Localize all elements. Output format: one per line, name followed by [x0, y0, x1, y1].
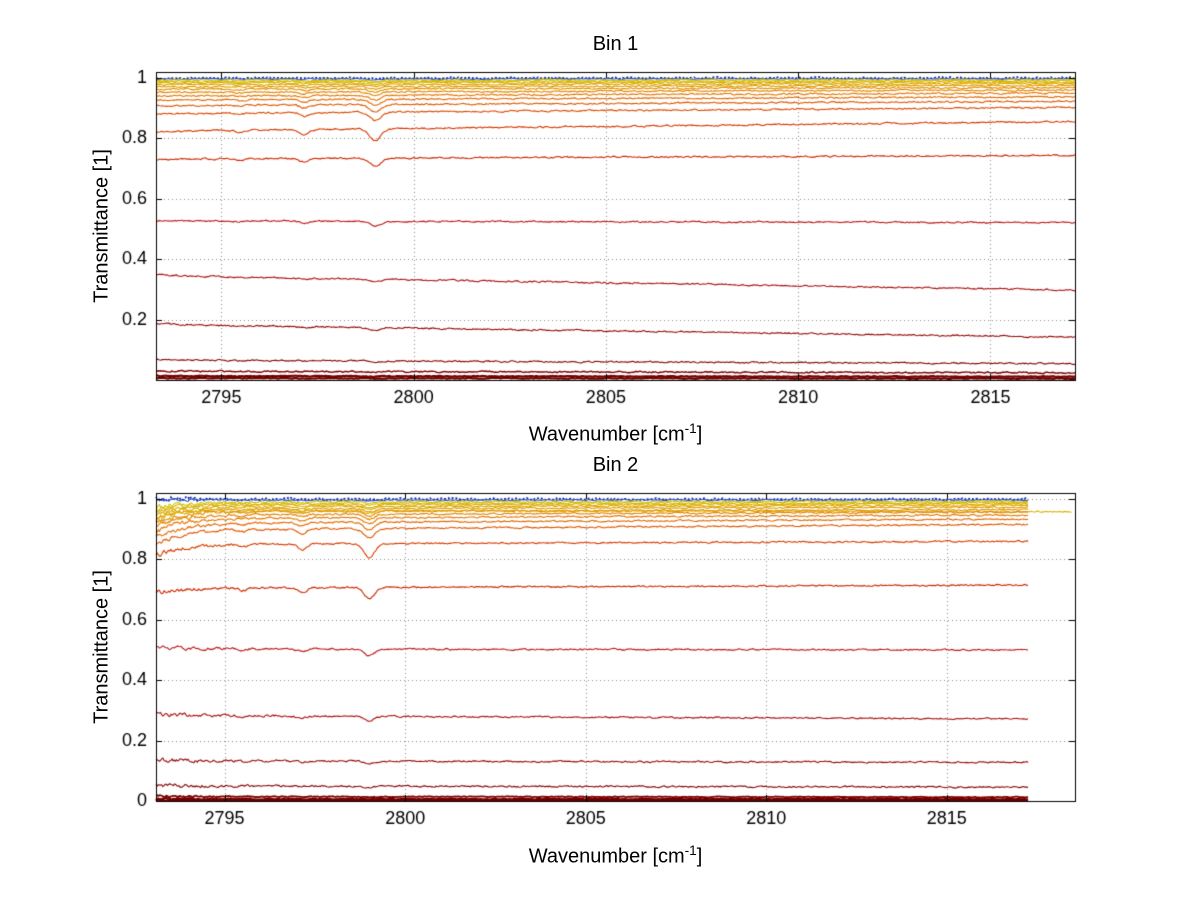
bin1-x-axis-label-main: Wavenumber [cm — [528, 423, 685, 446]
bin1-x-axis-label-sup: -1 — [684, 421, 697, 436]
bin1-plot-title: Bin 1 — [592, 33, 639, 55]
bin1-x-axis-label: Wavenumber [cm-1] — [156, 421, 1075, 447]
bin2-y-axis-label: Transmittance [1] — [90, 570, 113, 724]
bin2-x-axis-label-sup: -1 — [684, 843, 697, 858]
bin2-x-axis-label-end: ] — [696, 845, 703, 868]
bin2-x-axis-label: Wavenumber [cm-1] — [156, 843, 1075, 869]
bin2-plot-title: Bin 2 — [592, 454, 639, 476]
bin1-x-axis-label-end: ] — [696, 423, 703, 446]
bin2-x-axis-label-main: Wavenumber [cm — [528, 845, 685, 868]
bin1-y-axis-label: Transmittance [1] — [90, 149, 113, 303]
